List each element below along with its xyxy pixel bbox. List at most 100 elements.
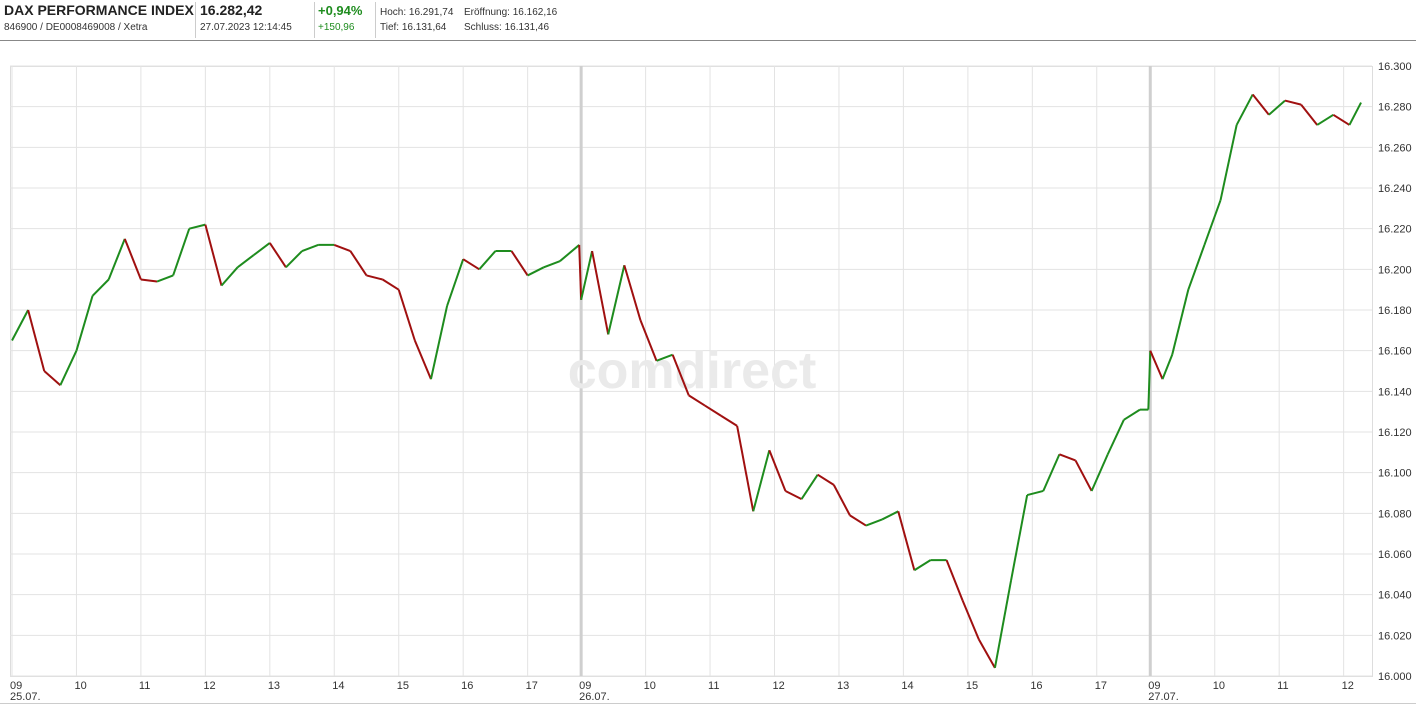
price-segment: [236, 254, 255, 269]
x-date-label: 26.07.: [579, 691, 610, 703]
price-segment: [268, 242, 287, 268]
price-segment: [720, 414, 738, 427]
price-segment: [510, 250, 529, 276]
price-segment: [656, 353, 674, 362]
price-segment: [1251, 93, 1270, 116]
price-segment: [897, 511, 916, 571]
y-tick-label: 16.220: [1378, 224, 1412, 236]
price-segment: [977, 638, 996, 669]
price-segment: [543, 260, 561, 269]
price-segment: [156, 274, 174, 283]
price-segment: [75, 295, 94, 351]
price-segment: [817, 473, 835, 486]
y-tick-label: 16.100: [1378, 468, 1412, 480]
y-tick-label: 16.060: [1378, 549, 1412, 561]
x-tick-label: 10: [74, 680, 86, 692]
x-tick-label: 14: [332, 680, 344, 692]
x-tick-label: 12: [773, 680, 785, 692]
x-tick-label: 11: [139, 680, 150, 692]
change-abs: +150,96: [318, 22, 355, 33]
price-segment: [123, 238, 142, 280]
price-segment: [429, 305, 449, 380]
price-segment: [832, 484, 851, 516]
x-tick-label: 10: [644, 680, 656, 692]
price-segment: [204, 224, 223, 286]
price-segment: [688, 394, 706, 407]
y-tick-label: 16.020: [1378, 630, 1412, 642]
x-date-label: 25.07.: [10, 691, 41, 703]
price-segment: [11, 309, 29, 341]
price-segment: [1042, 453, 1061, 492]
x-tick-label: 10: [1213, 680, 1225, 692]
price-segment: [1074, 459, 1093, 492]
low: Tief: 16.131,64: [380, 22, 447, 33]
price-segment: [301, 243, 319, 252]
price-segment: [752, 450, 771, 512]
y-tick-label: 16.240: [1378, 183, 1412, 195]
price-segment: [639, 319, 658, 362]
price-segment: [768, 449, 787, 492]
x-tick-label: 17: [526, 680, 538, 692]
price-segment: [961, 600, 980, 640]
price-segment: [172, 228, 191, 276]
price-segment: [189, 223, 206, 230]
timestamp: 27.07.2023 12:14:45: [200, 22, 292, 33]
price-segment: [1332, 113, 1350, 126]
y-tick-label: 16.120: [1378, 427, 1412, 439]
price-segment: [91, 278, 110, 297]
price-segment: [349, 250, 368, 276]
x-tick-label: 09: [1148, 680, 1160, 692]
price-segment: [849, 514, 867, 527]
price-segment: [107, 238, 126, 280]
y-tick-label: 16.080: [1378, 508, 1412, 520]
price-segment: [913, 559, 932, 572]
close: Schluss: 16.131,46: [464, 22, 549, 33]
title: DAX PERFORMANCE INDEX: [4, 2, 194, 18]
price-segment: [220, 266, 239, 287]
price-segment: [671, 354, 690, 396]
open: Eröffnung: 16.162,16: [464, 7, 558, 18]
y-tick-label: 16.140: [1378, 386, 1412, 398]
price-segment: [1123, 408, 1141, 421]
price-segment: [1010, 494, 1029, 581]
price-segment: [1106, 419, 1125, 455]
x-tick-label: 09: [579, 680, 591, 692]
y-tick-label: 16.300: [1378, 61, 1412, 73]
price-segment: [1171, 289, 1190, 355]
x-tick-label: 12: [1342, 680, 1354, 692]
price-segment: [881, 510, 899, 521]
price-segment: [559, 244, 580, 262]
price-segment: [1187, 244, 1206, 291]
x-tick-label: 15: [966, 680, 978, 692]
price-segment: [333, 243, 351, 252]
price-segment: [478, 250, 497, 270]
price-segment: [43, 370, 62, 386]
price-segment: [366, 274, 383, 281]
price-segment: [1219, 124, 1238, 201]
price-segment: [800, 474, 819, 500]
watermark: comdirect: [568, 342, 817, 400]
y-tick-label: 16.160: [1378, 346, 1412, 358]
price-segment: [1026, 489, 1044, 497]
price-segment: [1284, 99, 1302, 106]
price-segment: [993, 580, 1013, 669]
price-segment: [1090, 453, 1109, 492]
price-segment: [285, 250, 303, 269]
price-segment: [397, 289, 416, 341]
price-segment: [591, 250, 610, 335]
x-date-label: 27.07.: [1148, 691, 1179, 703]
price-segment: [736, 425, 755, 512]
x-tick-label: 13: [837, 680, 849, 692]
change-pct: +0,94%: [318, 3, 363, 18]
x-tick-label: 17: [1095, 680, 1107, 692]
price: 16.282,42: [200, 2, 262, 18]
y-tick-label: 16.000: [1378, 671, 1412, 683]
x-tick-label: 13: [268, 680, 280, 692]
header-bg: [0, 0, 1416, 40]
price-segment: [382, 278, 400, 291]
x-tick-label: 12: [203, 680, 215, 692]
price-segment: [607, 265, 626, 335]
price-segment: [1316, 113, 1334, 126]
price-segment: [1147, 350, 1152, 410]
